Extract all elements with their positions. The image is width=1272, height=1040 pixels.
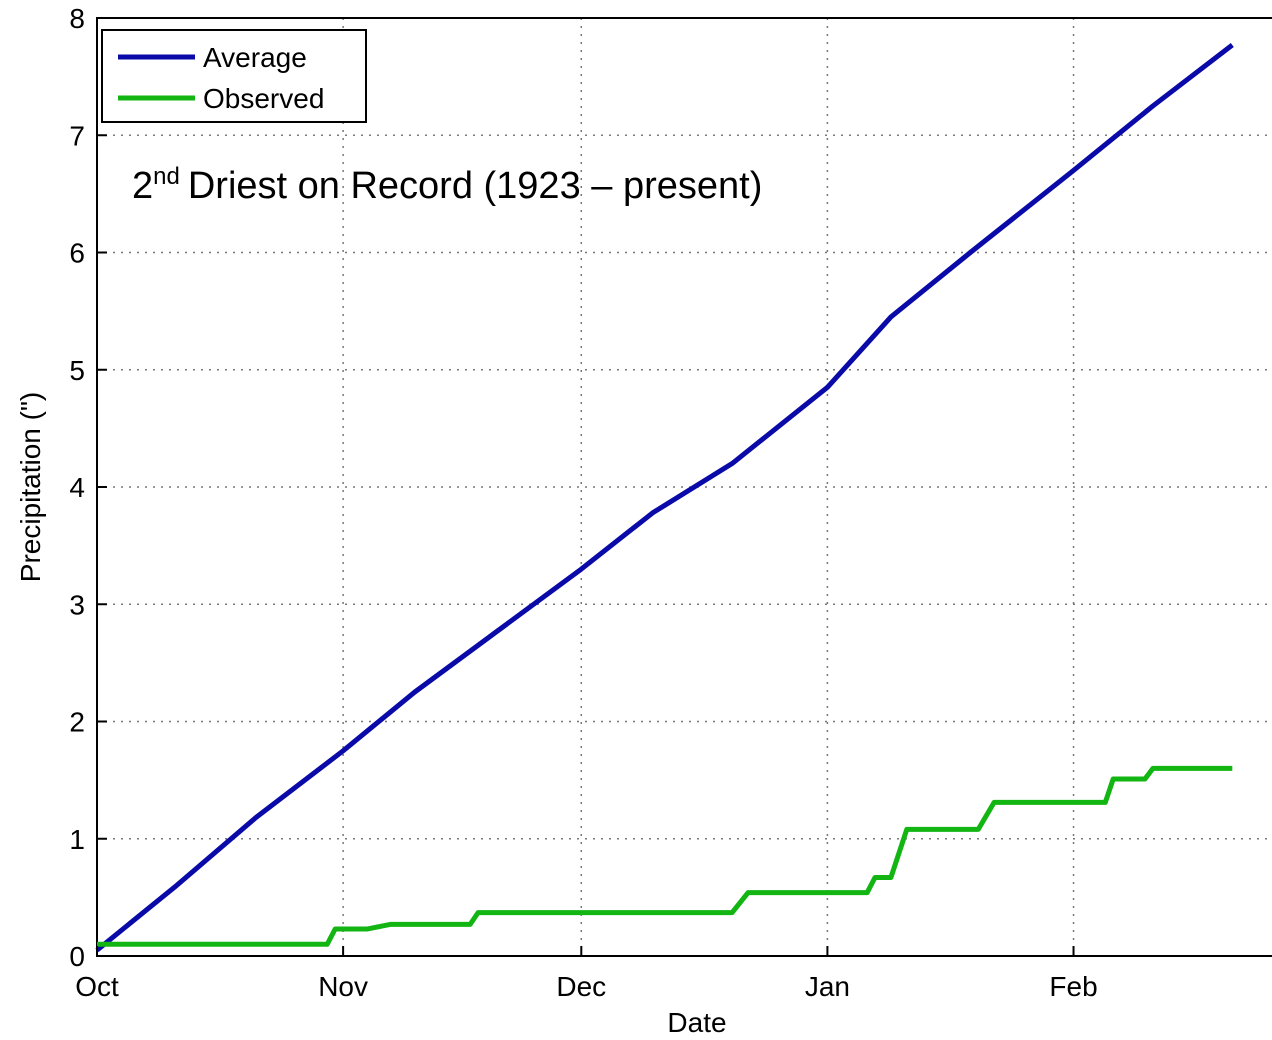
annotation-number: 2 — [132, 165, 153, 207]
y-tick-label: 1 — [69, 824, 85, 855]
series-line — [97, 765, 1233, 947]
y-tick-label: 3 — [69, 589, 85, 620]
x-tick-label: Oct — [75, 971, 119, 1002]
series-line — [95, 42, 1234, 953]
y-tick-label: 5 — [69, 355, 85, 386]
y-tick-label: 8 — [69, 3, 85, 34]
x-tick-label: Dec — [556, 971, 606, 1002]
x-tick-label: Jan — [805, 971, 850, 1002]
x-tick-label: Feb — [1049, 971, 1097, 1002]
annotation-suffix: nd — [153, 163, 180, 190]
y-tick-label: 0 — [69, 941, 85, 972]
x-tick-label: Nov — [318, 971, 368, 1002]
lines — [95, 42, 1234, 953]
legend-label: Observed — [203, 83, 324, 114]
x-axis-label: Date — [667, 1007, 726, 1038]
y-tick-label: 7 — [69, 120, 85, 151]
y-axis-label: Precipitation (") — [15, 392, 46, 582]
legend: Average Observed — [101, 29, 367, 123]
y-tick-label: 2 — [69, 707, 85, 738]
annotation-text: Driest on Record (1923 – present) — [188, 165, 763, 207]
y-tick-label: 6 — [69, 238, 85, 269]
legend-label: Average — [203, 42, 307, 73]
y-tick-label: 4 — [69, 472, 85, 503]
ticks: 0 1 2 3 4 5 6 7 8 Oct Nov Dec Jan Feb — [69, 3, 1097, 1002]
annotation: 2nd Driest on Record (1923 – present) — [132, 163, 762, 207]
legend-box — [101, 29, 367, 123]
grid — [96, 17, 1272, 957]
